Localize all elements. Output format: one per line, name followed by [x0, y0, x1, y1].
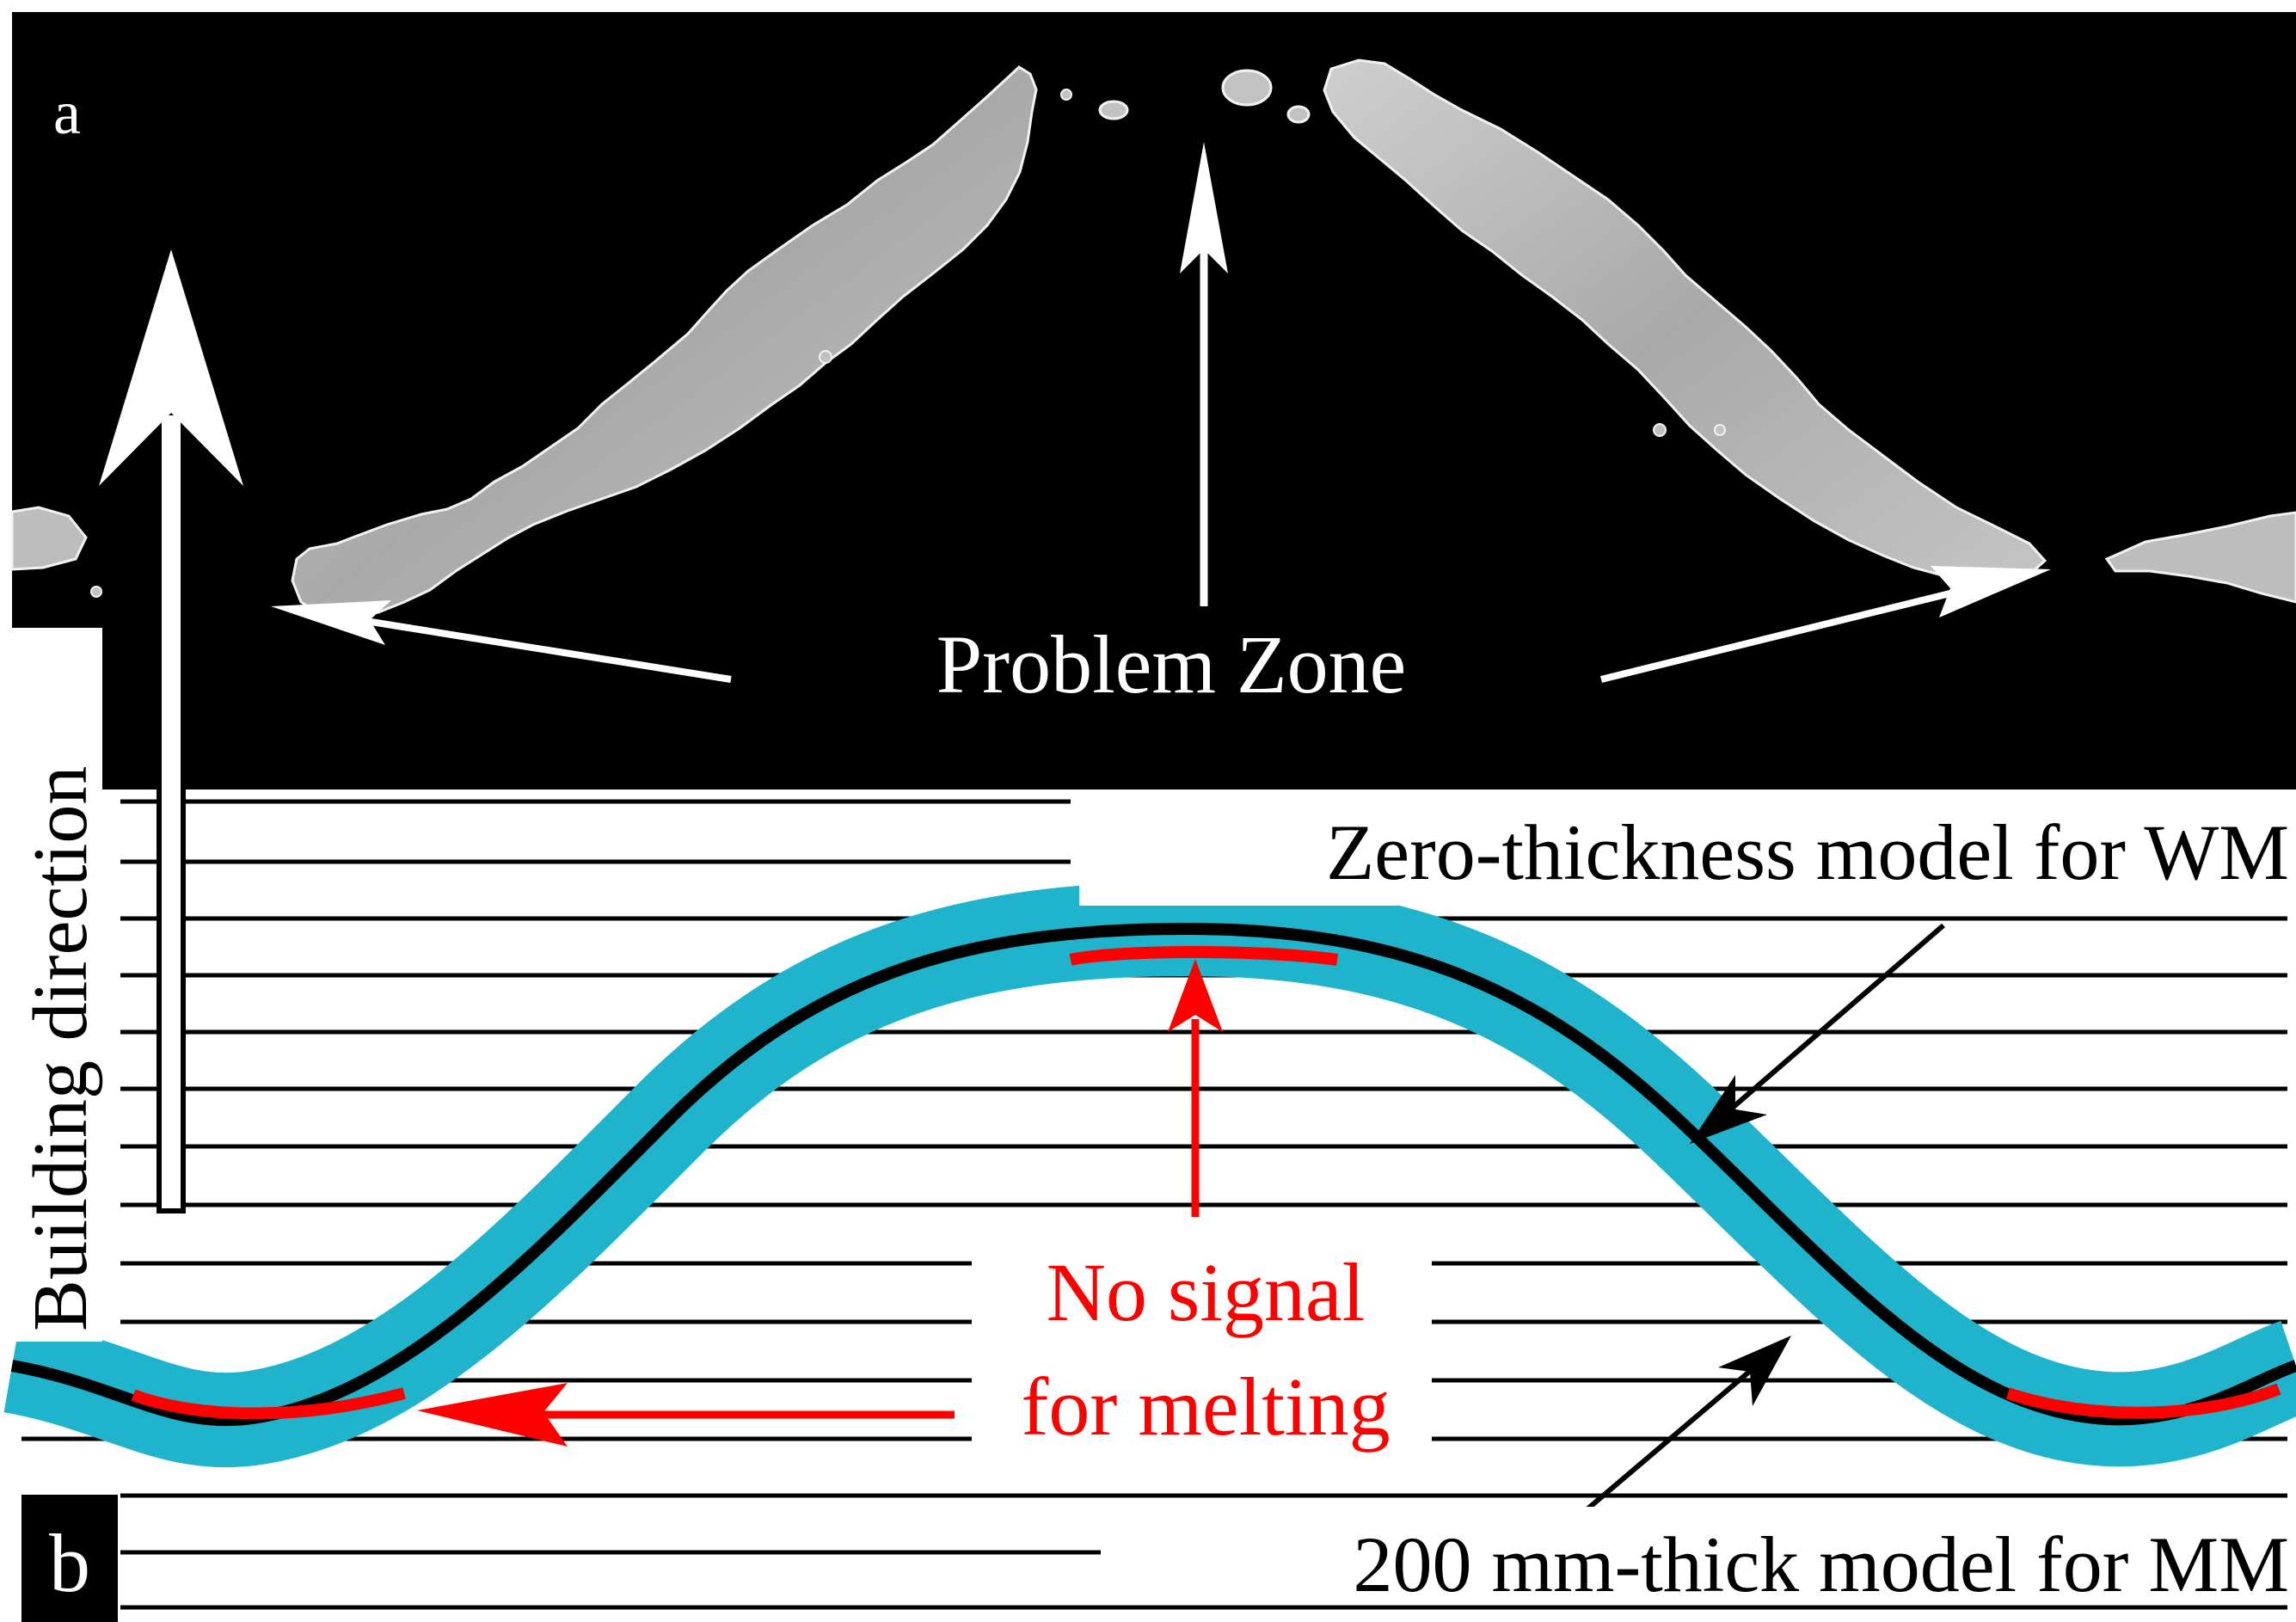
problem-zone-center-arrowhead: [1180, 142, 1228, 273]
panel-a-background: [12, 12, 2296, 789]
problem-zone-left-arrowhead: [271, 600, 391, 645]
specimen-island: [1653, 423, 1667, 437]
specimen-edge-right: [2104, 511, 2296, 604]
panel-a-letter: a: [53, 78, 81, 147]
building-direction-arrowhead: [99, 249, 243, 486]
thick-model-label: 200 mm-thick model for MM: [1353, 1521, 2289, 1608]
specimen-island: [1714, 424, 1726, 436]
problem-zone-left-arrow: [343, 614, 732, 683]
specimen-island: [90, 586, 102, 598]
no-signal-segment-top: [1069, 946, 1338, 966]
zero-thickness-pointer-arrowhead: [1690, 1075, 1767, 1144]
specimen-island: [819, 350, 832, 364]
no-signal-up-arrowhead: [1168, 959, 1223, 1032]
problem-zone-label: Problem Zone: [936, 618, 1407, 710]
specimen-island: [1286, 105, 1311, 124]
thick-model-pointer-arrow: [1565, 1365, 1756, 1529]
building-direction-arrow-shaft: [157, 410, 186, 1213]
building-direction-label-box: [12, 628, 102, 1342]
zero-thickness-pointer-arrow: [1727, 923, 1945, 1114]
panel-b-letter: b: [49, 1517, 90, 1609]
panel-b-letter-box: [21, 1495, 118, 1622]
no-signal-segment-left: [131, 1387, 406, 1420]
thick-model-label-backing: [1109, 1507, 2292, 1603]
building-direction-label: Building direction: [18, 766, 103, 1331]
panel-a: a Problem Zone: [10, 12, 2296, 789]
zero-thickness-label: Zero-thickness model for WM: [1326, 808, 2289, 896]
specimen-left-strip: [291, 65, 1038, 619]
specimen-island: [1098, 100, 1129, 120]
problem-zone-right-arrowhead: [1931, 566, 2051, 617]
no-signal-segment-right: [2005, 1383, 2281, 1419]
specimen-island: [1060, 89, 1072, 101]
problem-zone-right-arrow: [1600, 583, 1979, 683]
panel-b: [0, 789, 2296, 1622]
zero-thickness-curve: [10, 922, 2296, 1427]
no-signal-label-line1: No signal: [1047, 1246, 1366, 1338]
specimen-island: [1221, 69, 1273, 107]
thick-model-pointer-arrowhead: [1718, 1336, 1791, 1406]
zero-thickness-label-backing: [1079, 804, 2292, 906]
specimen-edge-left: [10, 506, 88, 571]
no-signal-left-arrowhead: [417, 1383, 568, 1447]
no-signal-label-line2: for melting: [1021, 1361, 1390, 1453]
